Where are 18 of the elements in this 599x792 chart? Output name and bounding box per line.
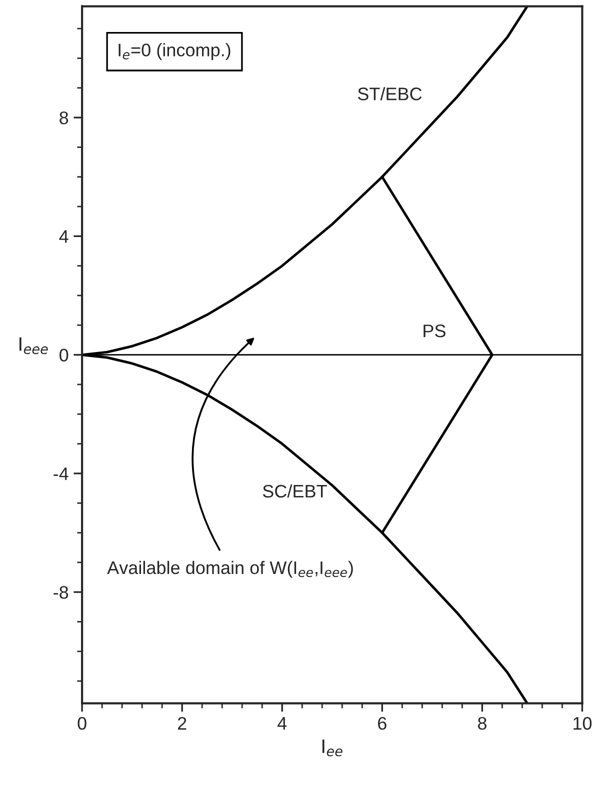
x-axis-title: I$_{ee}$ (322, 740, 342, 756)
y-tick-label: -4 (54, 468, 68, 480)
annotation: I$_{e}$=0 (incomp.) (118, 43, 230, 60)
x-tick-label: 10 (574, 716, 592, 730)
y-tick-label: 0 (60, 348, 68, 362)
x-tick-label: 6 (378, 716, 386, 730)
annotation: SC/EBT (262, 484, 327, 498)
annotation: ST/EBC (358, 87, 422, 100)
x-tick-label: 4 (278, 717, 287, 730)
y-tick-label: -8 (54, 586, 68, 599)
x-tick-label: 2 (178, 716, 186, 730)
annotation: PS (424, 324, 446, 338)
x-tick-label: 8 (478, 716, 486, 730)
y-tick-label: 8 (60, 111, 68, 124)
y-tick-label: 4 (59, 230, 68, 243)
annotation: Available domain of W(I$_{ee}$,I$_{eee}$) (107, 560, 353, 578)
x-tick-label: 0 (78, 716, 86, 730)
y-axis-title: I$_{eee}$ (20, 337, 48, 354)
